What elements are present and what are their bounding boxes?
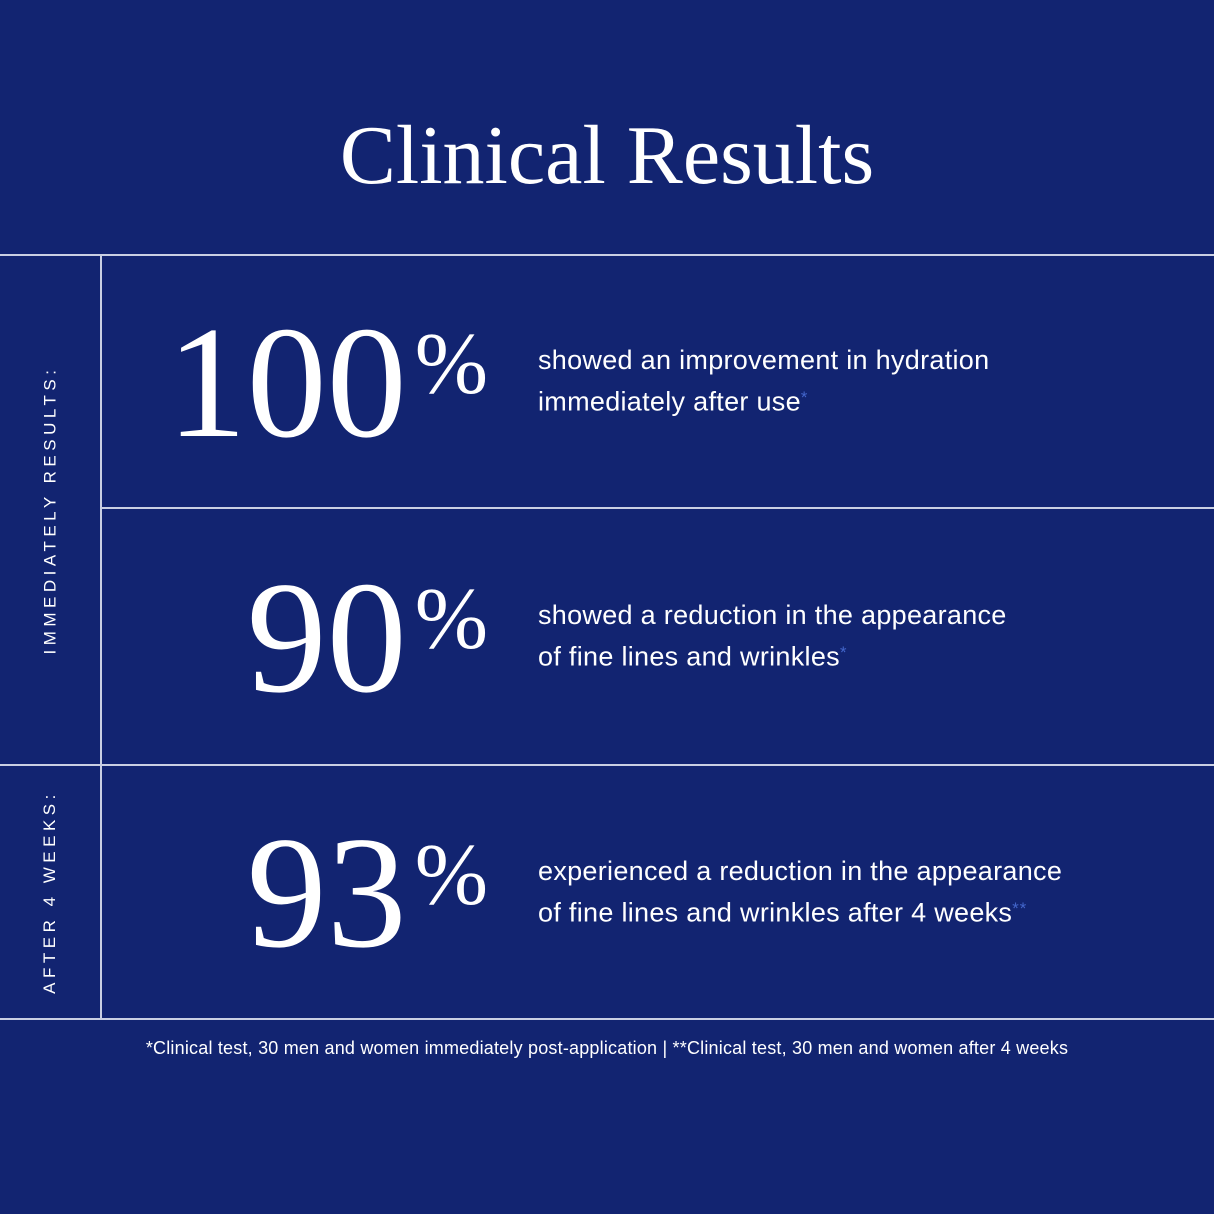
footnote-text: *Clinical test, 30 men and women immedia… [145,1038,1069,1058]
percent-sign: % [414,826,488,924]
stat-description-fine-lines-4-weeks: experienced a reduction in the appearanc… [538,853,1062,932]
description-line: of fine lines and wrinkles [538,641,840,672]
description-line: experienced a reduction in the appearanc… [538,855,1063,886]
section-label-immediately-results: IMMEDIATELY RESULTS: [40,365,60,655]
stat-description-hydration: showed an improvement in hydration immed… [538,342,989,421]
section-label-after-4-weeks: AFTER 4 WEEKS: [40,790,59,994]
description-line: showed an improvement in hydration [538,345,990,376]
footnote-marker: ** [1012,898,1028,918]
divider-bottom [0,1018,1214,1020]
stat-number: 100 [166,292,407,471]
page-title: Clinical Results [339,109,875,202]
stat-row-fine-lines-4-weeks: 93% experienced a reduction in the appea… [102,766,1214,1018]
percent-sign: % [414,571,488,669]
divider-sections [0,764,1214,766]
divider-top [0,254,1214,256]
footnote: *Clinical test, 30 men and women immedia… [0,1038,1214,1059]
stat-value-hydration: 100% [102,302,488,462]
stat-description-fine-lines-immediate: showed a reduction in the appearance of … [538,597,1007,676]
description-line: immediately after use [538,386,801,417]
divider-vertical [100,254,102,1020]
stat-row-fine-lines-immediate: 90% showed a reduction in the appearance… [102,509,1214,764]
footnote-marker: * [800,388,809,408]
divider-row1-row2 [102,507,1214,509]
stat-number: 93 [246,803,407,981]
footnote-marker: * [839,643,848,663]
percent-sign: % [414,316,488,414]
stat-value-fine-lines-immediate: 90% [102,557,488,717]
description-line: showed a reduction in the appearance [538,600,1007,631]
description-line: of fine lines and wrinkles after 4 weeks [538,897,1013,928]
stat-value-fine-lines-4-weeks: 93% [102,812,488,972]
section-after-4-weeks: AFTER 4 WEEKS: [0,766,100,1018]
stat-number: 90 [246,547,407,726]
stat-row-hydration: 100% showed an improvement in hydration … [102,256,1214,507]
section-immediately-results: IMMEDIATELY RESULTS: [0,256,100,764]
